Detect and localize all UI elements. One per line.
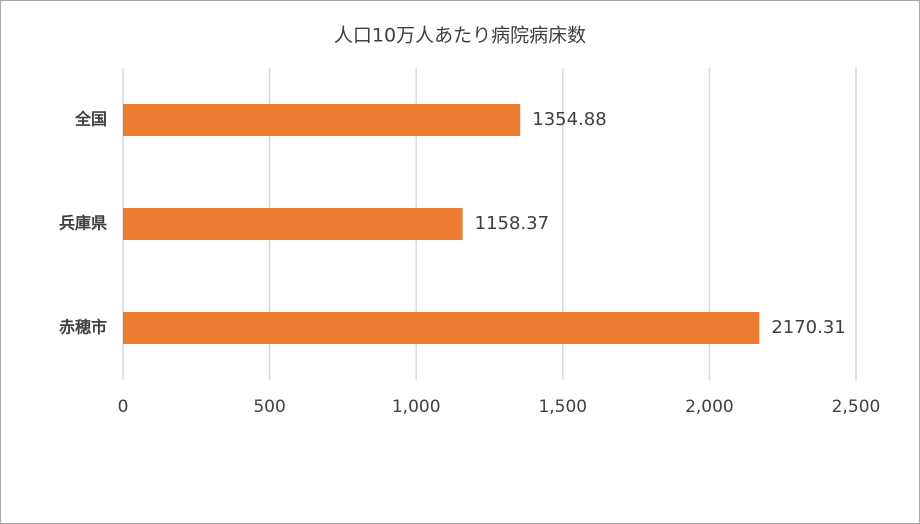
x-tick-label: 500 <box>253 397 285 417</box>
bar <box>123 104 521 136</box>
bar <box>123 312 760 344</box>
chart-title: 人口10万人あたり病院病床数 <box>334 25 586 47</box>
x-tick-label: 1,500 <box>538 397 587 417</box>
data-label: 2170.31 <box>771 317 845 338</box>
x-tick-label: 0 <box>118 397 129 417</box>
x-tick-label: 2,500 <box>832 397 881 417</box>
y-tick-label: 兵庫県 <box>59 214 107 233</box>
bar <box>123 208 463 240</box>
y-tick-label: 全国 <box>74 110 107 129</box>
y-tick-label: 赤穂市 <box>59 318 107 337</box>
data-label: 1354.88 <box>532 109 606 130</box>
data-label: 1158.37 <box>475 213 549 234</box>
x-tick-label: 1,000 <box>392 397 441 417</box>
x-tick-label: 2,000 <box>685 397 734 417</box>
